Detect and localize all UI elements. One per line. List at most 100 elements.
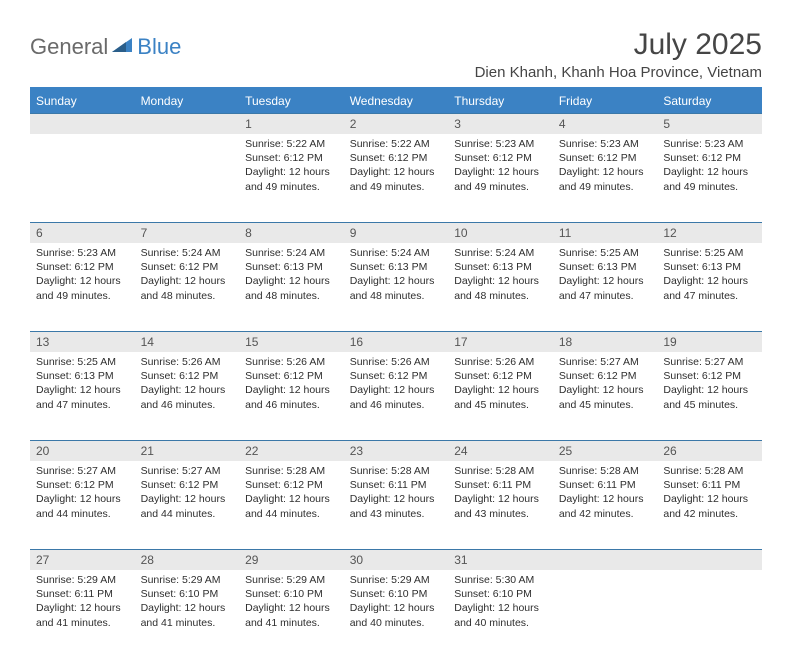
- day-cell: Sunrise: 5:24 AMSunset: 6:13 PMDaylight:…: [448, 243, 553, 331]
- day-info-line: Sunset: 6:10 PM: [350, 587, 443, 601]
- header: General Blue July 2025 Dien Khanh, Khanh…: [30, 28, 762, 81]
- day-number: 24: [448, 440, 553, 461]
- day-info-line: and 49 minutes.: [350, 180, 443, 194]
- day-number: [135, 113, 240, 134]
- day-info-line: Sunset: 6:11 PM: [36, 587, 129, 601]
- daynum-cell: 4: [553, 113, 658, 134]
- day-number: 5: [657, 113, 762, 134]
- day-info-line: Daylight: 12 hours: [350, 165, 443, 179]
- day-info-line: Daylight: 12 hours: [350, 601, 443, 615]
- weekday-header-row: Sunday Monday Tuesday Wednesday Thursday…: [30, 89, 762, 113]
- day-info-line: Sunrise: 5:23 AM: [663, 137, 756, 151]
- day-number: [553, 549, 658, 570]
- day-info-line: Sunset: 6:13 PM: [350, 260, 443, 274]
- day-info-line: Sunset: 6:12 PM: [141, 478, 234, 492]
- daynum-row: 2728293031: [30, 549, 762, 570]
- day-cell: Sunrise: 5:26 AMSunset: 6:12 PMDaylight:…: [135, 352, 240, 440]
- day-info-line: and 41 minutes.: [141, 616, 234, 630]
- week-row: Sunrise: 5:29 AMSunset: 6:11 PMDaylight:…: [30, 570, 762, 658]
- day-info-line: Sunset: 6:13 PM: [36, 369, 129, 383]
- day-cell-body: Sunrise: 5:24 AMSunset: 6:12 PMDaylight:…: [135, 243, 240, 309]
- day-cell-body: Sunrise: 5:26 AMSunset: 6:12 PMDaylight:…: [135, 352, 240, 418]
- day-info-line: Daylight: 12 hours: [454, 383, 547, 397]
- day-info-line: and 45 minutes.: [559, 398, 652, 412]
- day-number: 11: [553, 222, 658, 243]
- daynum-cell: 22: [239, 440, 344, 461]
- day-info-line: Sunset: 6:10 PM: [245, 587, 338, 601]
- day-info-line: Daylight: 12 hours: [350, 492, 443, 506]
- day-cell: Sunrise: 5:23 AMSunset: 6:12 PMDaylight:…: [448, 134, 553, 222]
- day-cell-body: Sunrise: 5:29 AMSunset: 6:10 PMDaylight:…: [344, 570, 449, 636]
- day-info-line: and 49 minutes.: [663, 180, 756, 194]
- day-info-line: Daylight: 12 hours: [559, 492, 652, 506]
- day-cell-body: [553, 570, 658, 579]
- daynum-cell: 28: [135, 549, 240, 570]
- day-info-line: Sunrise: 5:28 AM: [454, 464, 547, 478]
- day-info-line: Sunrise: 5:27 AM: [36, 464, 129, 478]
- daynum-cell: 7: [135, 222, 240, 243]
- daynum-cell: 9: [344, 222, 449, 243]
- day-info-line: Sunset: 6:13 PM: [663, 260, 756, 274]
- day-number: 17: [448, 331, 553, 352]
- day-cell-body: Sunrise: 5:27 AMSunset: 6:12 PMDaylight:…: [553, 352, 658, 418]
- day-number: 9: [344, 222, 449, 243]
- week-row: Sunrise: 5:22 AMSunset: 6:12 PMDaylight:…: [30, 134, 762, 222]
- day-cell-body: [30, 134, 135, 143]
- day-cell-body: Sunrise: 5:23 AMSunset: 6:12 PMDaylight:…: [30, 243, 135, 309]
- day-cell: Sunrise: 5:22 AMSunset: 6:12 PMDaylight:…: [239, 134, 344, 222]
- day-info-line: Sunset: 6:12 PM: [141, 369, 234, 383]
- day-cell: Sunrise: 5:24 AMSunset: 6:13 PMDaylight:…: [239, 243, 344, 331]
- daynum-cell: 10: [448, 222, 553, 243]
- day-number: 23: [344, 440, 449, 461]
- day-info-line: Sunset: 6:13 PM: [559, 260, 652, 274]
- day-info-line: and 44 minutes.: [245, 507, 338, 521]
- day-number: 12: [657, 222, 762, 243]
- day-cell: [657, 570, 762, 658]
- day-info-line: and 45 minutes.: [454, 398, 547, 412]
- day-info-line: Daylight: 12 hours: [663, 492, 756, 506]
- daynum-cell: 30: [344, 549, 449, 570]
- day-info-line: Sunset: 6:12 PM: [245, 369, 338, 383]
- day-info-line: Daylight: 12 hours: [245, 383, 338, 397]
- day-info-line: Daylight: 12 hours: [141, 492, 234, 506]
- calendar-table: Sunday Monday Tuesday Wednesday Thursday…: [30, 89, 762, 658]
- daynum-cell: 1: [239, 113, 344, 134]
- day-info-line: Daylight: 12 hours: [245, 165, 338, 179]
- day-info-line: Daylight: 12 hours: [141, 274, 234, 288]
- page-title: July 2025: [475, 28, 762, 62]
- weekday-header: Sunday: [30, 89, 135, 113]
- day-number: 2: [344, 113, 449, 134]
- day-info-line: Daylight: 12 hours: [36, 274, 129, 288]
- day-cell: Sunrise: 5:30 AMSunset: 6:10 PMDaylight:…: [448, 570, 553, 658]
- day-cell-body: Sunrise: 5:28 AMSunset: 6:11 PMDaylight:…: [657, 461, 762, 527]
- day-cell: Sunrise: 5:29 AMSunset: 6:10 PMDaylight:…: [135, 570, 240, 658]
- day-number: 7: [135, 222, 240, 243]
- day-info-line: Daylight: 12 hours: [36, 601, 129, 615]
- day-cell-body: Sunrise: 5:29 AMSunset: 6:11 PMDaylight:…: [30, 570, 135, 636]
- daynum-row: 6789101112: [30, 222, 762, 243]
- day-number: 29: [239, 549, 344, 570]
- day-number: 8: [239, 222, 344, 243]
- daynum-cell: 12: [657, 222, 762, 243]
- day-cell-body: Sunrise: 5:25 AMSunset: 6:13 PMDaylight:…: [30, 352, 135, 418]
- week-row: Sunrise: 5:27 AMSunset: 6:12 PMDaylight:…: [30, 461, 762, 549]
- day-info-line: and 44 minutes.: [141, 507, 234, 521]
- day-info-line: and 40 minutes.: [350, 616, 443, 630]
- day-cell-body: Sunrise: 5:27 AMSunset: 6:12 PMDaylight:…: [135, 461, 240, 527]
- daynum-cell: 3: [448, 113, 553, 134]
- daynum-cell: 25: [553, 440, 658, 461]
- day-info-line: and 49 minutes.: [454, 180, 547, 194]
- day-info-line: Sunrise: 5:26 AM: [350, 355, 443, 369]
- daynum-cell: 11: [553, 222, 658, 243]
- daynum-cell: 31: [448, 549, 553, 570]
- day-cell: Sunrise: 5:29 AMSunset: 6:10 PMDaylight:…: [344, 570, 449, 658]
- day-number: 16: [344, 331, 449, 352]
- day-cell: Sunrise: 5:27 AMSunset: 6:12 PMDaylight:…: [553, 352, 658, 440]
- day-cell-body: Sunrise: 5:28 AMSunset: 6:11 PMDaylight:…: [448, 461, 553, 527]
- day-info-line: Sunrise: 5:29 AM: [36, 573, 129, 587]
- day-number: 10: [448, 222, 553, 243]
- day-info-line: Sunset: 6:11 PM: [454, 478, 547, 492]
- day-number: 18: [553, 331, 658, 352]
- day-info-line: Sunrise: 5:23 AM: [36, 246, 129, 260]
- day-cell: Sunrise: 5:27 AMSunset: 6:12 PMDaylight:…: [135, 461, 240, 549]
